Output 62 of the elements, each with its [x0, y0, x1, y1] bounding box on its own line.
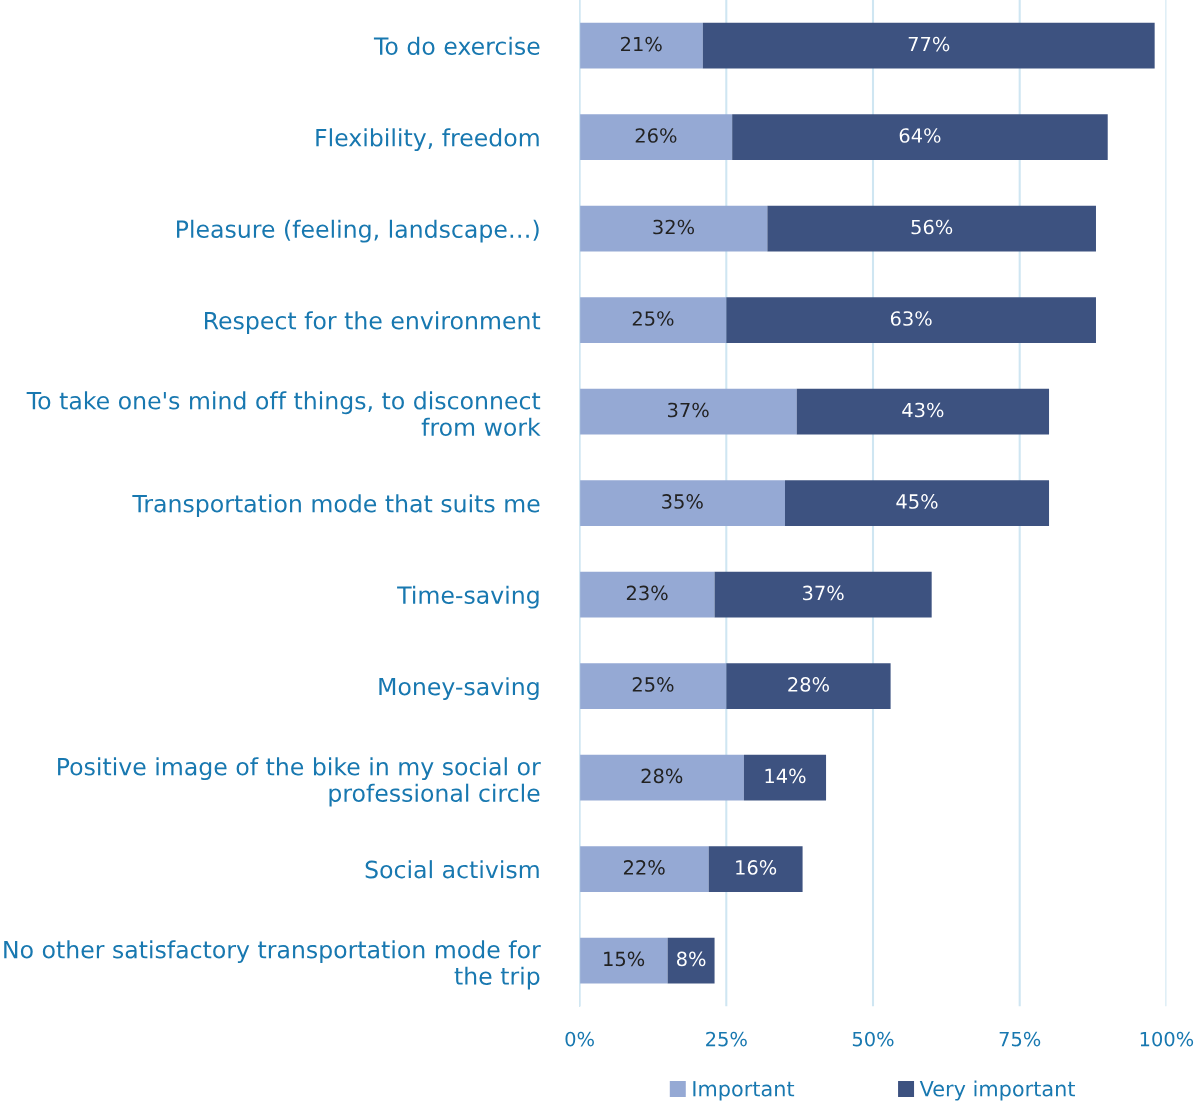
data-label: 28% — [641, 768, 683, 784]
y-tick-label: Pleasure (feeling, landscape…) — [177, 219, 539, 243]
bar — [579, 114, 733, 161]
data-label: 8% — [676, 951, 706, 967]
x-tick-label: 100% — [1140, 1031, 1194, 1047]
data-label: 14% — [765, 768, 806, 784]
bar — [579, 663, 727, 710]
y-tick-label: Flexibility, freedom — [316, 128, 539, 152]
x-tick-label: 75% — [999, 1031, 1041, 1047]
bar — [702, 22, 1155, 69]
bar — [579, 846, 709, 892]
data-label: 25% — [632, 311, 674, 326]
bar — [726, 297, 1096, 344]
bar — [714, 571, 932, 618]
data-label: 63% — [890, 311, 932, 326]
bar — [579, 937, 668, 984]
bar — [579, 205, 768, 252]
bar — [743, 754, 827, 801]
x-tick-label: 0% — [565, 1031, 594, 1047]
legend-label: Important — [693, 1081, 795, 1101]
data-label: 43% — [902, 402, 944, 418]
y-tick-label: Time-saving — [397, 585, 539, 609]
y-tick-label: To do exercise — [373, 36, 540, 56]
data-label: 22% — [623, 860, 665, 875]
bar — [726, 663, 891, 710]
data-label: 35% — [662, 494, 703, 509]
y-tick-label: To take one's mind off things, to disconnect from work — [26, 391, 541, 437]
data-label: 21% — [621, 36, 662, 52]
bar — [732, 114, 1108, 161]
bar — [579, 22, 703, 69]
y-tick-label: No other satisfactory transportation mode for the trip — [4, 940, 541, 990]
data-label: 56% — [911, 219, 953, 235]
x-tick-label: 25% — [706, 1031, 747, 1047]
bar — [579, 754, 744, 801]
data-label: 23% — [626, 585, 668, 601]
data-label: 26% — [635, 128, 677, 143]
bar — [767, 205, 1096, 252]
y-tick-label: Social activism — [365, 860, 539, 879]
bar — [708, 846, 803, 892]
bar — [667, 937, 715, 984]
data-label: 64% — [899, 128, 941, 143]
bar — [784, 480, 1050, 527]
bar — [579, 480, 785, 527]
data-label: 77% — [908, 36, 950, 52]
y-tick-label: Positive image of the bike in my social or professional circle — [58, 757, 541, 807]
bar — [579, 388, 797, 435]
x-tick-label: 50% — [852, 1031, 894, 1047]
bar — [796, 388, 1050, 435]
data-label: 28% — [788, 677, 829, 692]
bar — [579, 571, 715, 618]
data-label: 32% — [653, 219, 695, 235]
y-tick-label: Transportation mode that suits me — [132, 494, 540, 518]
y-tick-label: Respect for the environment — [205, 311, 541, 335]
data-label: 16% — [736, 860, 777, 875]
bar — [579, 297, 727, 344]
data-label: 37% — [668, 402, 709, 418]
legend-label: Very important — [919, 1080, 1076, 1101]
y-tick-label: Money-saving — [379, 677, 539, 701]
data-label: 15% — [604, 951, 645, 967]
data-label: 25% — [632, 677, 674, 692]
data-label: 45% — [896, 494, 938, 509]
data-label: 37% — [803, 585, 844, 601]
